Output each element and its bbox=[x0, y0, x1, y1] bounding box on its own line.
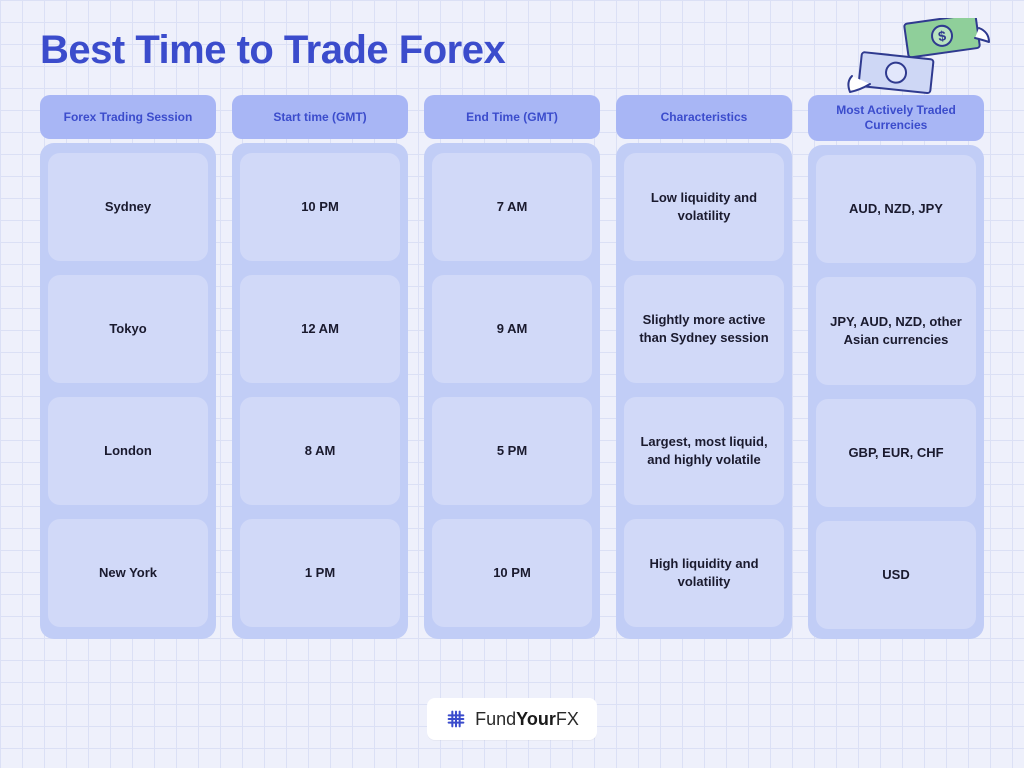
col-session: Forex Trading Session Sydney Tokyo Londo… bbox=[40, 95, 216, 639]
table-cell: 7 AM bbox=[432, 153, 592, 261]
table-cell: London bbox=[48, 397, 208, 505]
brand-badge: FundYourFX bbox=[427, 698, 597, 740]
brand-middle: Your bbox=[516, 709, 556, 729]
table-cell: 10 PM bbox=[432, 519, 592, 627]
col-end-time: End Time (GMT) 7 AM 9 AM 5 PM 10 PM bbox=[424, 95, 600, 639]
col-body: Low liquidity and volatility Slightly mo… bbox=[616, 143, 792, 639]
table-cell: JPY, AUD, NZD, other Asian currencies bbox=[816, 277, 976, 385]
footer: FundYourFX bbox=[0, 698, 1024, 740]
table-cell: Slightly more active than Sydney session bbox=[624, 275, 784, 383]
col-body: Sydney Tokyo London New York bbox=[40, 143, 216, 639]
col-body: 10 PM 12 AM 8 AM 1 PM bbox=[232, 143, 408, 639]
col-header: Start time (GMT) bbox=[232, 95, 408, 139]
table-cell: 8 AM bbox=[240, 397, 400, 505]
table-cell: GBP, EUR, CHF bbox=[816, 399, 976, 507]
brand-mark-icon bbox=[445, 708, 467, 730]
sessions-table: Forex Trading Session Sydney Tokyo Londo… bbox=[40, 95, 984, 639]
table-cell: New York bbox=[48, 519, 208, 627]
table-cell: 5 PM bbox=[432, 397, 592, 505]
table-cell: USD bbox=[816, 521, 976, 629]
table-cell: 9 AM bbox=[432, 275, 592, 383]
col-header: Forex Trading Session bbox=[40, 95, 216, 139]
col-currencies: Most Actively Traded Currencies AUD, NZD… bbox=[808, 95, 984, 639]
table-cell: 10 PM bbox=[240, 153, 400, 261]
money-exchange-icon: $ bbox=[844, 18, 994, 98]
table-cell: High liquidity and volatility bbox=[624, 519, 784, 627]
table-cell: 12 AM bbox=[240, 275, 400, 383]
col-start-time: Start time (GMT) 10 PM 12 AM 8 AM 1 PM bbox=[232, 95, 408, 639]
col-header: End Time (GMT) bbox=[424, 95, 600, 139]
col-header: Most Actively Traded Currencies bbox=[808, 95, 984, 141]
table-cell: Tokyo bbox=[48, 275, 208, 383]
col-header: Characteristics bbox=[616, 95, 792, 139]
table-cell: Low liquidity and volatility bbox=[624, 153, 784, 261]
table-cell: AUD, NZD, JPY bbox=[816, 155, 976, 263]
table-cell: 1 PM bbox=[240, 519, 400, 627]
brand-prefix: Fund bbox=[475, 709, 516, 729]
table-cell: Largest, most liquid, and highly volatil… bbox=[624, 397, 784, 505]
brand-suffix: FX bbox=[556, 709, 579, 729]
table-cell: Sydney bbox=[48, 153, 208, 261]
brand-text: FundYourFX bbox=[475, 709, 579, 730]
page-title: Best Time to Trade Forex bbox=[40, 28, 984, 73]
col-body: 7 AM 9 AM 5 PM 10 PM bbox=[424, 143, 600, 639]
col-body: AUD, NZD, JPY JPY, AUD, NZD, other Asian… bbox=[808, 145, 984, 639]
col-characteristics: Characteristics Low liquidity and volati… bbox=[616, 95, 792, 639]
